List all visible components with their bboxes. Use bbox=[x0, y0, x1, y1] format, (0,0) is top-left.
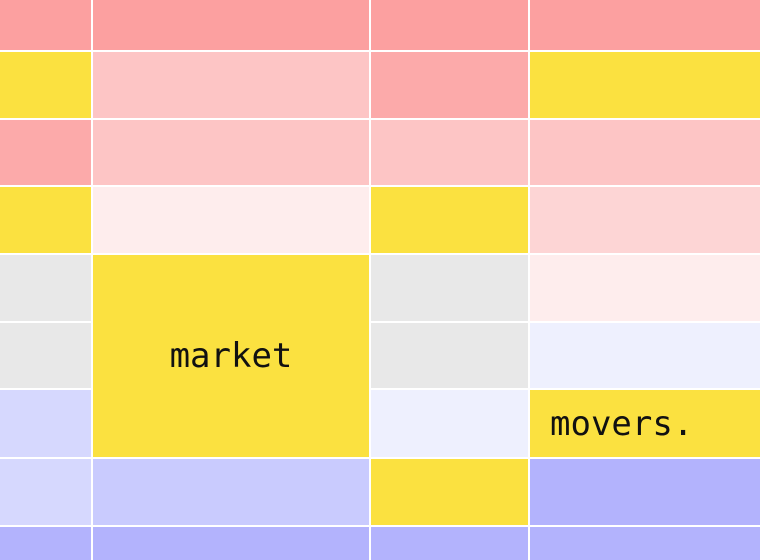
heatmap-cell-r8-c1 bbox=[0, 459, 91, 525]
heatmap-cell-r5-c1 bbox=[0, 255, 91, 321]
heatmap-cell-r9-c2 bbox=[93, 527, 369, 560]
heatmap-cell-r2-c4 bbox=[530, 52, 760, 118]
heatmap-cell-r4-c1 bbox=[0, 187, 91, 253]
heatmap-cell-r6-c3 bbox=[371, 323, 528, 388]
heatmap-cell-r3-c2 bbox=[93, 120, 369, 185]
heatmap-cell-r7-c3 bbox=[371, 390, 528, 457]
heatmap-cell-r3-c1 bbox=[0, 120, 91, 185]
heatmap-cell-r2-c1 bbox=[0, 52, 91, 118]
heatmap-cell-r1-c2 bbox=[93, 0, 369, 50]
heatmap-cell-r8-c4 bbox=[530, 459, 760, 525]
heatmap-cell-r1-c4 bbox=[530, 0, 760, 50]
heatmap-cell-r3-c4 bbox=[530, 120, 760, 185]
heatmap-cell-r1-c1 bbox=[0, 0, 91, 50]
heatmap-cell-market: market bbox=[93, 255, 369, 457]
heatmap-cell-r1-c3 bbox=[371, 0, 528, 50]
heatmap-cell-r9-c4 bbox=[530, 527, 760, 560]
heatmap-cell-r6-c4 bbox=[530, 323, 760, 388]
heatmap-cell-r3-c3 bbox=[371, 120, 528, 185]
heatmap-cell-r4-c3 bbox=[371, 187, 528, 253]
heatmap-cell-r5-c4 bbox=[530, 255, 760, 321]
heatmap-cell-r4-c2 bbox=[93, 187, 369, 253]
movers-label: movers. bbox=[550, 403, 694, 444]
heatmap-cell-r9-c3 bbox=[371, 527, 528, 560]
heatmap-cell-r8-c3 bbox=[371, 459, 528, 525]
heatmap-cell-movers: movers. bbox=[530, 390, 760, 457]
market-label: market bbox=[169, 336, 293, 376]
heatmap-cell-r2-c3 bbox=[371, 52, 528, 118]
heatmap-cell-r5-c3 bbox=[371, 255, 528, 321]
heatmap-cell-r9-c1 bbox=[0, 527, 91, 560]
heatmap-cell-r6-c1 bbox=[0, 323, 91, 388]
heatmap-cell-r8-c2 bbox=[93, 459, 369, 525]
heatmap-cell-r4-c4 bbox=[530, 187, 760, 253]
heatmap-cell-r7-c1 bbox=[0, 390, 91, 457]
heatmap-cell-r2-c2 bbox=[93, 52, 369, 118]
